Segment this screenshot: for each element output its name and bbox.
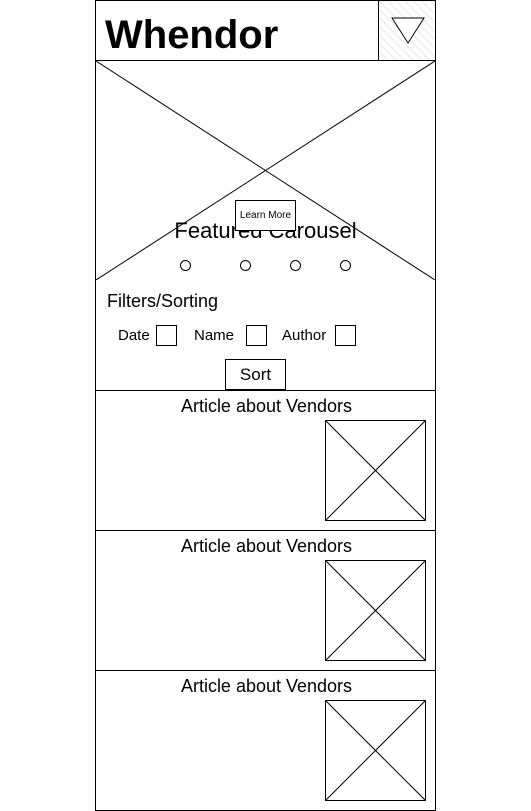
article-thumbnail — [325, 420, 426, 521]
filter-name-checkbox[interactable] — [246, 325, 267, 346]
app-header: Whendor — [95, 0, 436, 61]
filter-author-label: Author — [282, 327, 327, 344]
article-card[interactable]: Article about Vendors — [95, 530, 436, 671]
image-placeholder-icon — [96, 61, 435, 280]
article-card[interactable]: Article about Vendors — [95, 390, 436, 531]
filter-date-checkbox[interactable] — [156, 325, 177, 346]
triangle-down-icon — [379, 1, 435, 61]
filter-name-label: Name — [194, 327, 235, 344]
article-title: Article about Vendors — [180, 396, 353, 416]
article-card[interactable]: Article about Vendors — [95, 670, 436, 811]
image-placeholder-icon — [326, 561, 425, 660]
article-title: Article about Vendors — [180, 676, 353, 696]
article-thumbnail — [325, 560, 426, 661]
featured-carousel[interactable]: Featured Carousel Learn More — [95, 60, 436, 281]
menu-toggle-button[interactable] — [378, 1, 435, 61]
image-placeholder-icon — [326, 701, 425, 800]
carousel-indicator-1[interactable] — [180, 260, 191, 271]
filters-panel: Filters/Sorting Date Name Author Sort — [95, 280, 436, 391]
article-thumbnail — [325, 700, 426, 801]
app-title: Whendor — [105, 13, 279, 57]
filters-heading: Filters/Sorting — [107, 291, 219, 311]
filter-date-label: Date — [118, 327, 150, 344]
sort-button[interactable]: Sort — [225, 359, 286, 390]
learn-more-button[interactable]: Learn More — [235, 200, 296, 231]
image-placeholder-icon — [326, 421, 425, 520]
carousel-indicator-3[interactable] — [290, 260, 301, 271]
carousel-indicator-2[interactable] — [240, 260, 251, 271]
article-title: Article about Vendors — [180, 536, 353, 556]
filter-author-checkbox[interactable] — [335, 325, 356, 346]
carousel-indicator-4[interactable] — [340, 260, 351, 271]
